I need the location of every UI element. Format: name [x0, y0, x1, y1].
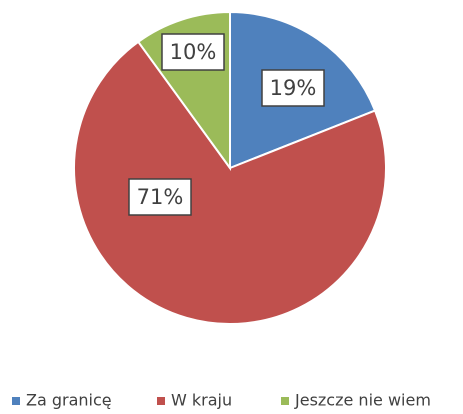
data-label: 71%	[137, 185, 184, 209]
label-box	[161, 33, 225, 71]
legend-label: Za granicę	[26, 391, 112, 410]
legend-marker	[157, 397, 165, 405]
data-label: 10%	[170, 40, 217, 64]
data-label: 19%	[270, 76, 317, 100]
pie-slice	[73, 40, 387, 325]
label-box	[261, 69, 325, 107]
legend-marker	[12, 397, 20, 405]
legend-label: W kraju	[171, 391, 232, 410]
legend-marker	[281, 397, 289, 405]
label-box	[128, 178, 192, 216]
legend-label: Jeszcze nie wiem	[294, 391, 431, 410]
